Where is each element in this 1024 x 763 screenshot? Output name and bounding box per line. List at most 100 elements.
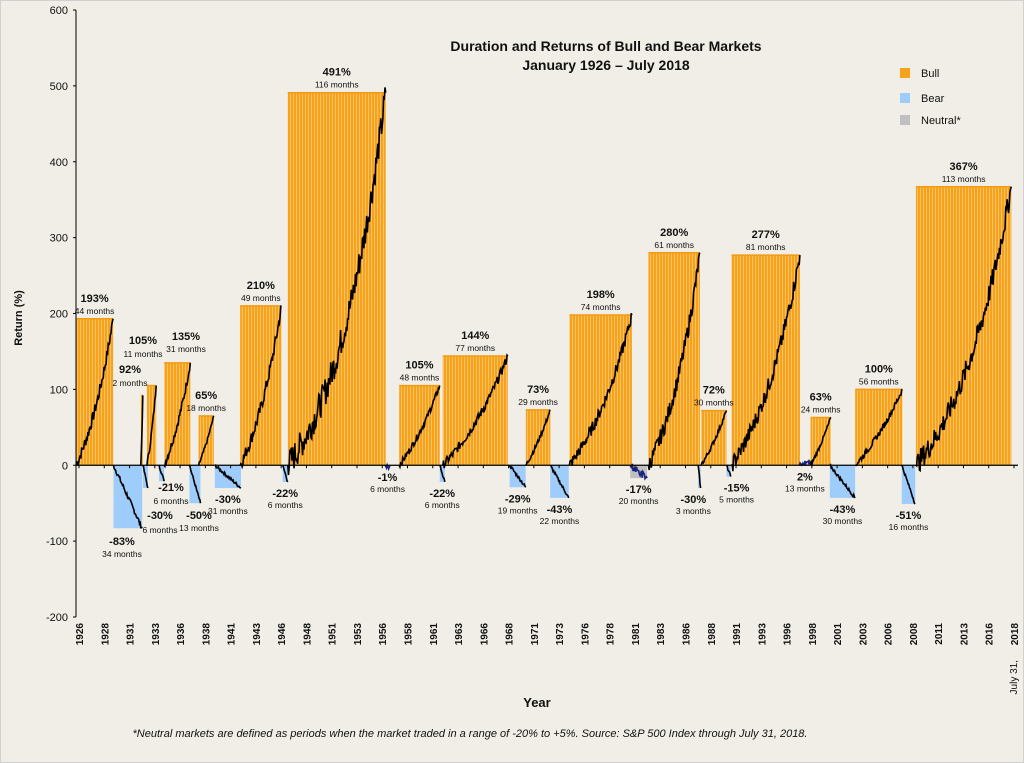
return-label: 63% <box>810 391 832 403</box>
chart-title: Duration and Returns of Bull and Bear Ma… <box>450 38 761 54</box>
neutral-index-line <box>629 463 648 481</box>
duration-label: 44 months <box>75 306 115 316</box>
y-tick-label: 100 <box>50 384 68 396</box>
x-tick-label: 1968 <box>505 623 516 646</box>
return-label: -50% <box>186 510 212 522</box>
bull-index-line <box>700 410 728 466</box>
duration-label: 13 months <box>785 483 825 493</box>
x-tick-label: 1981 <box>631 623 642 646</box>
x-tick-label: 1973 <box>555 623 566 646</box>
x-tick-label: 1946 <box>277 623 288 646</box>
legend-swatch-bull <box>900 68 910 78</box>
axes: 600 500 400 300 200 100 0 -100 -200 1926 1928 1931 1… <box>46 5 1021 645</box>
return-label: 210% <box>247 280 275 292</box>
x-tick-label: 2018 <box>1010 623 1021 646</box>
return-label: 105% <box>405 360 433 372</box>
duration-label: 6 months <box>425 500 460 510</box>
return-label: 144% <box>461 330 489 342</box>
return-label: 491% <box>323 67 351 79</box>
return-label: -22% <box>429 488 455 500</box>
x-tick-label: 2013 <box>959 623 970 646</box>
x-tick-label: 1956 <box>378 623 389 646</box>
x-tick-label: 1948 <box>302 623 313 646</box>
x-tick-label: 1991 <box>732 623 743 646</box>
return-label: 92% <box>119 364 141 376</box>
bull-market-bar <box>525 409 551 466</box>
x-tick-label: 2011 <box>934 623 945 645</box>
y-axis-label: Return (%) <box>13 290 25 346</box>
duration-label: 61 months <box>654 240 694 250</box>
bull-market-bar <box>76 318 114 466</box>
bear-index-line <box>112 465 143 529</box>
return-label: 367% <box>950 161 978 173</box>
return-label: -51% <box>896 510 922 522</box>
duration-label: 24 months <box>801 404 841 414</box>
return-label: 280% <box>660 227 688 239</box>
index-lines <box>75 87 1013 529</box>
return-label: -43% <box>547 504 573 516</box>
x-tick-label: 1938 <box>201 623 212 646</box>
return-label: -30% <box>147 510 173 522</box>
bear-index-line <box>214 464 242 489</box>
bull-index-line <box>287 87 387 476</box>
bull-market-bar <box>915 186 1012 466</box>
bull-index-line <box>75 318 114 466</box>
bull-market-bar <box>855 389 903 466</box>
x-tick-label: 1963 <box>454 623 465 646</box>
duration-label: 30 months <box>823 516 863 526</box>
return-label: 277% <box>752 229 780 241</box>
y-tick-label: 200 <box>50 309 68 321</box>
duration-label: 34 months <box>102 549 142 559</box>
x-tick-label: 2001 <box>833 623 844 646</box>
return-label: -21% <box>158 482 184 494</box>
return-label: -30% <box>215 494 241 506</box>
y-tick-label: 400 <box>50 157 68 169</box>
footnote: *Neutral markets are defined as periods … <box>133 728 808 740</box>
return-label: 73% <box>527 384 549 396</box>
bull-index-line <box>197 415 215 466</box>
legend-label-bear: Bear <box>921 93 945 105</box>
x-tick-label: 1961 <box>429 623 440 646</box>
bull-index-line <box>647 252 701 471</box>
bear-index-line <box>508 465 527 488</box>
bull-index-line <box>140 395 144 466</box>
duration-label: 11 months <box>123 349 162 359</box>
x-tick-label: 2006 <box>884 623 895 646</box>
y-tick-label: -100 <box>46 536 68 548</box>
duration-label: 2 months <box>113 378 148 388</box>
x-tick-label: 1951 <box>328 623 339 646</box>
return-label: 105% <box>129 335 157 347</box>
bear-index-line <box>901 464 916 505</box>
data-labels: 193%44 months -83%34 months 92% 2 months -30… <box>75 67 986 559</box>
duration-label: 19 months <box>498 505 538 515</box>
y-tick-label: -200 <box>46 612 68 624</box>
return-label: 135% <box>172 331 200 343</box>
bull-market-bar <box>287 92 386 466</box>
return-label: -17% <box>626 484 652 496</box>
end-date-label: July 31, <box>1009 660 1020 694</box>
duration-label: 18 months <box>186 403 226 413</box>
duration-label: 56 months <box>859 376 899 386</box>
x-tick-label: 1966 <box>479 623 490 646</box>
x-tick-label: 1986 <box>681 623 692 646</box>
bull-market-bar <box>648 252 700 466</box>
x-tick-label: 1936 <box>176 623 187 646</box>
x-tick-label: 1928 <box>100 623 111 646</box>
bull-index-line <box>442 353 509 469</box>
x-tick-label: 1926 <box>75 623 86 646</box>
return-label: -22% <box>272 488 298 500</box>
legend: Bull Bear Neutral* <box>900 68 961 127</box>
y-tick-label: 0 <box>62 460 68 472</box>
bear-index-line <box>281 464 289 483</box>
x-tick-label: 1988 <box>707 623 718 646</box>
x-tick-label: 2016 <box>985 623 996 646</box>
legend-swatch-bear <box>900 93 910 103</box>
duration-label: 30 months <box>694 398 734 408</box>
market-bars <box>76 91 1012 529</box>
bear-index-line <box>158 465 165 482</box>
x-tick-label: 1978 <box>606 623 617 646</box>
duration-label: 5 months <box>719 495 754 505</box>
duration-label: 13 months <box>179 523 219 533</box>
duration-label: 31 months <box>166 344 206 354</box>
